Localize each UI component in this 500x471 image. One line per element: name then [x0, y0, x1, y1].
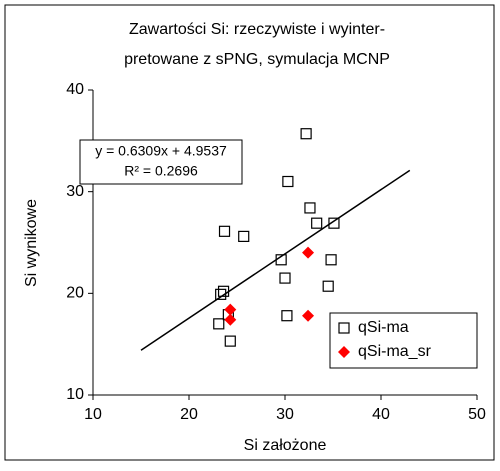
y-tick-label: 40: [66, 81, 84, 98]
marker: [300, 128, 312, 140]
y-tick-label: 20: [66, 285, 84, 302]
marker: [328, 217, 340, 229]
marker: [302, 309, 315, 322]
marker: [311, 217, 323, 229]
marker: [224, 303, 237, 316]
legend-label: qSi-ma_sr: [358, 343, 432, 360]
marker: [224, 335, 236, 347]
marker: [325, 254, 337, 266]
marker: [338, 346, 350, 358]
marker: [338, 322, 350, 334]
marker: [217, 285, 230, 297]
marker: [238, 230, 250, 242]
y-tick-label: 10: [66, 386, 84, 403]
chart-title-line: Zawartości Si: rzeczywiste i wyinter-: [129, 21, 385, 38]
chart-title-line: pretowane z sPNG, symulacja MCNP: [124, 51, 390, 68]
x-tick-label: 50: [468, 406, 486, 423]
marker: [275, 254, 287, 266]
y-tick-label: 30: [66, 183, 84, 200]
x-tick-label: 10: [84, 406, 102, 423]
marker: [224, 313, 237, 326]
chart-border: [4, 4, 495, 461]
y-axis-label: Si wynikowe: [23, 199, 40, 287]
marker: [322, 280, 334, 292]
marker: [279, 272, 291, 284]
marker: [282, 175, 294, 188]
equation-text: y = 0.6309x + 4.9537: [95, 143, 227, 159]
legend-label: qSi-ma: [358, 319, 409, 336]
x-tick-label: 30: [276, 406, 294, 423]
equation-text: R² = 0.2696: [124, 163, 198, 179]
marker: [213, 318, 225, 330]
marker: [302, 246, 315, 259]
marker: [218, 225, 231, 237]
trendline: [140, 169, 411, 351]
marker: [215, 288, 227, 300]
equation-box: [79, 139, 243, 185]
marker: [281, 310, 293, 322]
legend-box: [329, 312, 478, 369]
x-axis-label: Si założone: [244, 437, 327, 454]
marker: [304, 202, 316, 214]
x-tick-label: 20: [180, 406, 198, 423]
x-tick-label: 40: [372, 406, 390, 423]
